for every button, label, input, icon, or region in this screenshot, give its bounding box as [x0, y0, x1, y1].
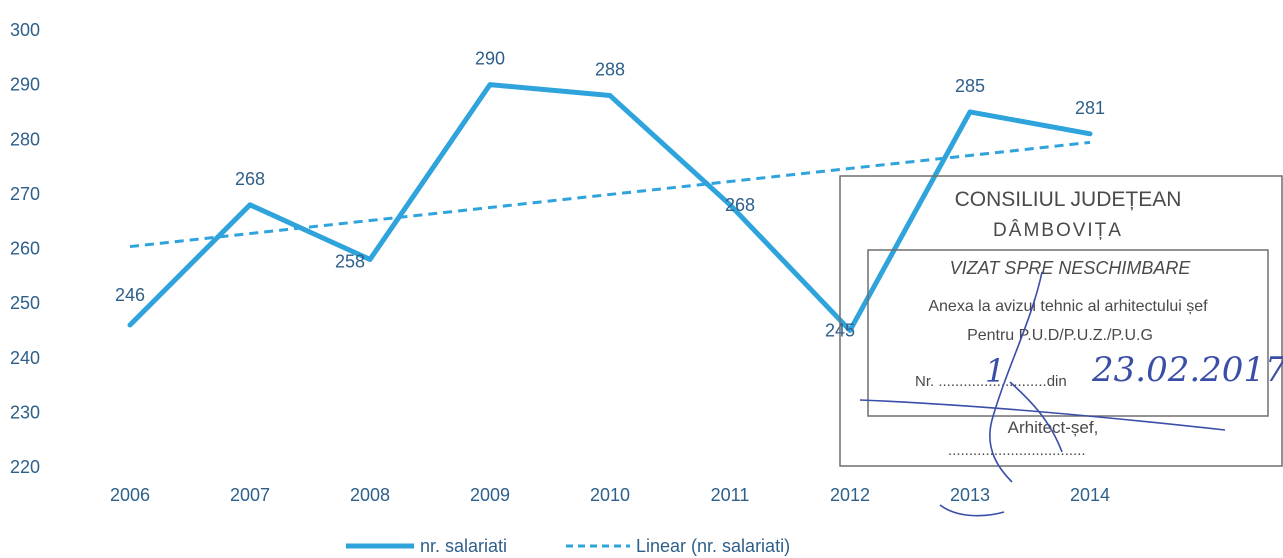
- stamp-line8: .................................: [948, 442, 1086, 459]
- series-polyline: [127, 82, 1093, 333]
- legend-label-trendline: Linear (nr. salariati): [636, 536, 790, 556]
- stamp-line4: Anexa la avizul tehnic al arhitectului ș…: [928, 298, 1208, 315]
- stamp-outer-border: [839, 175, 1283, 467]
- stamp-line2: DÂMBOVIȚA: [993, 219, 1123, 241]
- y-tick-label: 300: [10, 20, 40, 40]
- stamp-handwritten-date: 23.02.2017: [1091, 350, 1283, 390]
- trendline-path: [129, 140, 1091, 249]
- x-tick-label: 2006: [110, 485, 150, 505]
- stamp-line1: CONSILIUL JUDEȚEAN: [955, 188, 1182, 211]
- data-label: 290: [475, 49, 505, 69]
- x-tick-label: 2010: [590, 485, 630, 505]
- x-tick-label: 2012: [830, 485, 870, 505]
- y-tick-label: 250: [10, 293, 40, 313]
- stamp-line6: Nr. ..........................din: [915, 373, 1067, 390]
- x-tick-label: 2009: [470, 485, 510, 505]
- data-label: 268: [725, 195, 755, 215]
- legend-item-trendline: Linear (nr. salariati): [566, 536, 790, 556]
- y-tick-label: 220: [10, 457, 40, 477]
- x-tick-label: 2011: [711, 485, 750, 505]
- y-tick-label: 280: [10, 129, 40, 149]
- x-axis-ticks: 2006 2007 2008 2009 2010 2011 2012 2013 2014: [110, 485, 1110, 505]
- legend-item-series: nr. salariati: [346, 536, 507, 556]
- stamp-handwritten-nr: 1: [985, 352, 1005, 390]
- data-label: 288: [595, 60, 625, 80]
- y-tick-label: 240: [10, 348, 40, 368]
- y-tick-label: 290: [10, 75, 40, 95]
- data-label: 268: [235, 169, 265, 189]
- data-label: 258: [335, 251, 365, 271]
- series-line: [127, 82, 1093, 333]
- x-tick-label: 2014: [1070, 485, 1110, 505]
- x-tick-label: 2007: [230, 485, 270, 505]
- legend: nr. salariati Linear (nr. salariati): [346, 536, 790, 556]
- stamp-line5: Pentru P.U.D/P.U.Z./P.U.G: [967, 327, 1153, 344]
- y-tick-label: 260: [10, 239, 40, 259]
- y-axis-ticks: 300 290 280 270 260 250 240 230 220: [10, 20, 40, 477]
- stamp: CONSILIUL JUDEȚEAN DÂMBOVIȚA VIZAT SPRE …: [839, 175, 1283, 517]
- x-tick-label: 2013: [950, 485, 990, 505]
- y-tick-label: 230: [10, 402, 40, 422]
- data-label: 281: [1075, 98, 1105, 118]
- stamp-line3: VIZAT SPRE NESCHIMBARE: [950, 258, 1192, 278]
- trendline: [129, 140, 1091, 249]
- y-tick-label: 270: [10, 184, 40, 204]
- signature-mark: [859, 271, 1226, 517]
- data-label: 285: [955, 76, 985, 96]
- data-label: 246: [115, 285, 145, 305]
- stamp-inner-border: [867, 249, 1269, 417]
- stamp-line7: Arhitect-șef,: [1008, 418, 1099, 437]
- legend-label-series: nr. salariati: [420, 536, 507, 556]
- x-tick-label: 2008: [350, 485, 390, 505]
